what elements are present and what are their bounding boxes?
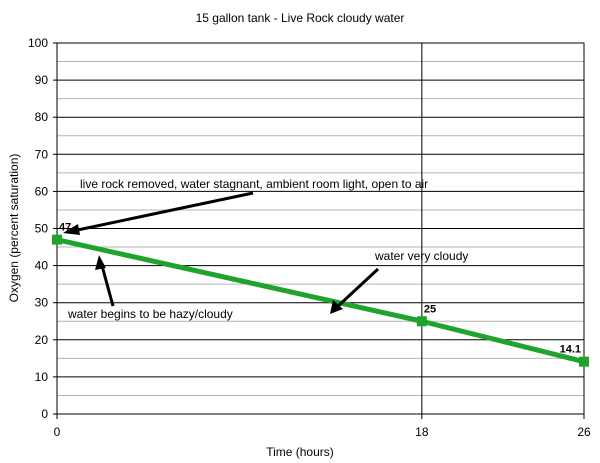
x-tick-label: 0 (54, 425, 61, 439)
annotation-arrowhead-hazy (95, 255, 106, 270)
y-tick-label: 20 (35, 333, 49, 347)
y-axis-label: Oxygen (percent saturation) (7, 154, 21, 303)
annotation-arrowhead-very-cloudy (330, 300, 343, 314)
y-axis-ticks: 0 10 20 30 40 50 60 70 80 90 100 (28, 36, 57, 421)
annotation-arrow-very-cloudy (334, 267, 380, 310)
y-tick-label: 90 (35, 73, 49, 87)
data-label: 25 (424, 303, 436, 315)
annotation-arrow-hazy (99, 261, 115, 307)
annotations-layer: live rock removed, water stagnant, ambie… (63, 177, 468, 321)
y-tick-label: 80 (35, 110, 49, 124)
x-tick-label: 26 (577, 425, 591, 439)
data-label: 14.1 (560, 344, 581, 356)
x-axis-ticks: 0 18 26 (54, 414, 591, 439)
annotation-very-cloudy: water very cloudy (374, 249, 468, 263)
series-line (56, 237, 585, 365)
y-tick-label: 60 (35, 184, 49, 198)
chart-title: 15 gallon tank - Live Rock cloudy water (196, 11, 405, 25)
data-point (579, 356, 589, 367)
gridlines (56, 42, 585, 415)
y-tick-label: 70 (35, 147, 49, 161)
annotation-rock-removed: live rock removed, water stagnant, ambie… (80, 177, 428, 191)
annotation-hazy: water begins to be hazy/cloudy (67, 307, 233, 321)
y-tick-label: 0 (41, 407, 48, 421)
y-tick-label: 30 (35, 296, 49, 310)
x-tick-label: 18 (415, 425, 429, 439)
y-tick-label: 10 (35, 370, 49, 384)
annotation-arrowhead-rock-removed (63, 224, 80, 235)
y-tick-label: 40 (35, 259, 49, 273)
y-tick-label: 50 (35, 222, 49, 236)
annotation-arrow-rock-removed (67, 191, 254, 234)
data-point (52, 234, 62, 245)
y-tick-label: 100 (28, 36, 48, 50)
x-axis-label: Time (hours) (266, 445, 334, 459)
data-point (416, 316, 427, 327)
plot-frame (56, 42, 585, 415)
